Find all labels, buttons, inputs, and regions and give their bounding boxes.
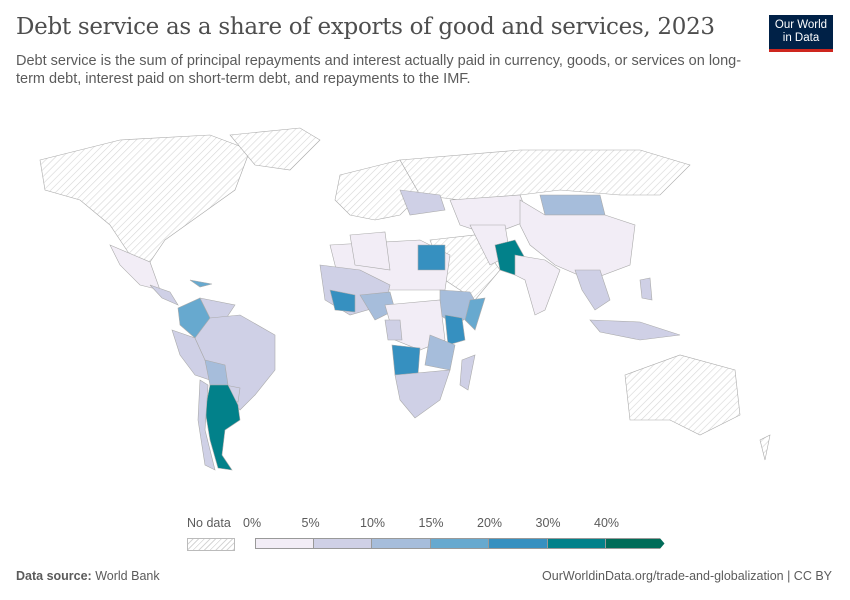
legend-swatch[interactable]	[255, 538, 314, 549]
legend-swatch[interactable]	[372, 538, 431, 549]
data-source: Data source: World Bank	[16, 569, 160, 583]
region-congo[interactable]	[384, 319, 403, 341]
owid-logo[interactable]: Our World in Data	[769, 15, 833, 52]
region-egypt[interactable]	[417, 244, 446, 271]
region-china[interactable]	[519, 199, 636, 281]
region-eastern-europe[interactable]	[399, 189, 446, 216]
legend-swatch[interactable]	[489, 538, 548, 549]
world-map[interactable]	[0, 120, 850, 500]
region-angola[interactable]	[391, 344, 421, 376]
chart-subtitle: Debt service is the sum of principal rep…	[16, 53, 742, 87]
region-north-america[interactable]	[39, 134, 251, 263]
legend-swatch[interactable]	[547, 538, 606, 549]
logo-line-2: in Data	[782, 32, 820, 44]
region-new-zealand[interactable]	[759, 434, 771, 461]
legend-tick-label: 0%	[243, 516, 262, 530]
region-greenland[interactable]	[229, 127, 321, 171]
legend-no-data-swatch	[187, 538, 235, 551]
region-mongolia[interactable]	[539, 194, 606, 216]
region-australia[interactable]	[624, 354, 741, 436]
source-label: Data source:	[16, 569, 92, 583]
legend-tick-label: 30%	[535, 516, 561, 530]
region-southern-africa[interactable]	[394, 369, 451, 419]
region-india[interactable]	[514, 254, 561, 316]
legend-tick-label: 15%	[418, 516, 444, 530]
legend-swatch[interactable]	[606, 538, 665, 549]
source-name: World Bank	[95, 569, 160, 583]
footer-url[interactable]: OurWorldinData.org/trade-and-globalizati…	[542, 569, 832, 583]
region-somalia[interactable]	[464, 297, 486, 331]
legend-no-data-label: No data	[187, 516, 231, 530]
region-ivory-coast[interactable]	[329, 289, 356, 313]
region-philippines[interactable]	[639, 277, 653, 301]
legend-swatch[interactable]	[430, 538, 489, 549]
region-kenya[interactable]	[444, 314, 466, 346]
logo-line-1: Our World	[774, 19, 828, 31]
region-brazil[interactable]	[194, 314, 276, 411]
region-algeria[interactable]	[349, 231, 391, 271]
legend-tick-label: 20%	[477, 516, 503, 530]
region-indonesia[interactable]	[589, 319, 681, 341]
region-russia[interactable]	[399, 149, 691, 201]
region-madagascar[interactable]	[459, 354, 476, 391]
region-mexico[interactable]	[109, 244, 161, 291]
legend-tick-label: 10%	[360, 516, 386, 530]
chart-title: Debt service as a share of exports of go…	[16, 14, 715, 40]
region-central-america[interactable]	[149, 284, 179, 306]
region-chile[interactable]	[197, 379, 216, 471]
legend-tick-label: 5%	[301, 516, 320, 530]
legend-swatch[interactable]	[313, 538, 372, 549]
region-southeast-asia[interactable]	[574, 269, 611, 311]
region-argentina[interactable]	[204, 384, 241, 471]
legend-tick-label: 40%	[594, 516, 620, 530]
region-cuba[interactable]	[189, 279, 213, 288]
